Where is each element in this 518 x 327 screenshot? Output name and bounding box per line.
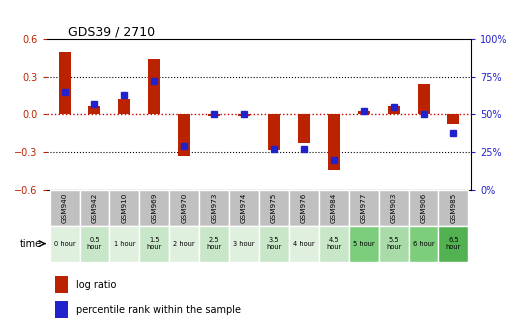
Bar [139, 190, 169, 226]
Text: 0 hour: 0 hour [54, 241, 76, 247]
Bar [55, 277, 68, 293]
Bar [268, 114, 280, 149]
Bar [199, 190, 229, 226]
Text: 1.5
hour: 1.5 hour [147, 237, 162, 250]
Bar [379, 190, 409, 226]
Bar [229, 226, 259, 262]
Bar [409, 190, 438, 226]
Text: 4 hour: 4 hour [293, 241, 314, 247]
Text: 4.5
hour: 4.5 hour [326, 237, 341, 250]
Bar [298, 114, 310, 143]
Text: GSM984: GSM984 [331, 193, 337, 223]
Bar [319, 226, 349, 262]
Bar [328, 114, 340, 170]
Bar [448, 114, 459, 125]
Text: 1 hour: 1 hour [113, 241, 135, 247]
Text: percentile rank within the sample: percentile rank within the sample [76, 305, 241, 315]
Bar [80, 226, 109, 262]
Text: GSM985: GSM985 [451, 193, 456, 223]
Bar [289, 226, 319, 262]
Text: GSM910: GSM910 [121, 193, 127, 223]
Bar [178, 114, 190, 156]
Text: GSM973: GSM973 [211, 193, 217, 223]
Text: GSM940: GSM940 [62, 193, 67, 223]
Bar [50, 226, 80, 262]
Bar [50, 190, 80, 226]
Bar [259, 226, 289, 262]
Text: 0.5
hour: 0.5 hour [87, 237, 102, 250]
Text: GSM977: GSM977 [361, 193, 367, 223]
Text: 3 hour: 3 hour [233, 241, 255, 247]
Text: 5.5
hour: 5.5 hour [386, 237, 401, 250]
Bar [119, 99, 131, 114]
Bar [289, 190, 319, 226]
Bar [169, 190, 199, 226]
Bar [379, 226, 409, 262]
Bar [319, 190, 349, 226]
Bar [259, 190, 289, 226]
Text: GSM942: GSM942 [92, 193, 97, 223]
Text: GDS39 / 2710: GDS39 / 2710 [68, 25, 155, 38]
Bar [139, 226, 169, 262]
Text: 5 hour: 5 hour [353, 241, 375, 247]
Bar [109, 226, 139, 262]
Bar [89, 106, 100, 114]
Bar [148, 59, 160, 114]
Text: log ratio: log ratio [76, 280, 117, 290]
Text: 2 hour: 2 hour [174, 241, 195, 247]
Bar [109, 190, 139, 226]
Bar [349, 226, 379, 262]
Bar [169, 226, 199, 262]
Text: GSM906: GSM906 [421, 193, 426, 223]
Text: 6 hour: 6 hour [413, 241, 434, 247]
Bar [59, 52, 70, 114]
Text: time: time [20, 239, 42, 249]
Text: 2.5
hour: 2.5 hour [207, 237, 222, 250]
Bar [80, 190, 109, 226]
Bar [387, 106, 399, 114]
Text: 6.5
hour: 6.5 hour [446, 237, 461, 250]
Bar [229, 190, 259, 226]
Text: GSM975: GSM975 [271, 193, 277, 223]
Text: GSM903: GSM903 [391, 193, 397, 223]
Bar [349, 190, 379, 226]
Bar [418, 84, 429, 114]
Text: GSM974: GSM974 [241, 193, 247, 223]
Bar [238, 114, 250, 116]
Bar [358, 111, 370, 114]
Bar [208, 114, 220, 116]
Bar [409, 226, 438, 262]
Text: GSM970: GSM970 [181, 193, 187, 223]
Text: GSM969: GSM969 [151, 193, 157, 223]
Bar [199, 226, 229, 262]
Text: GSM976: GSM976 [301, 193, 307, 223]
Text: 3.5
hour: 3.5 hour [266, 237, 282, 250]
Bar [438, 226, 468, 262]
Bar [438, 190, 468, 226]
Bar [55, 301, 68, 318]
